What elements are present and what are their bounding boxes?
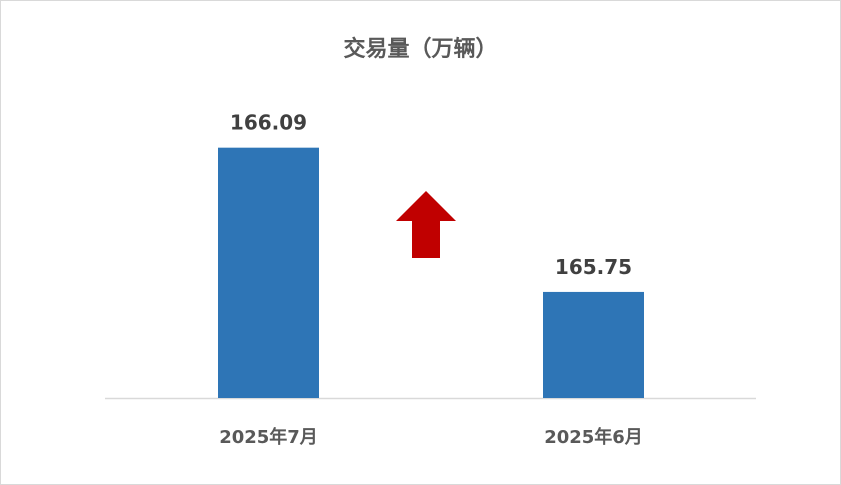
x-tick-label: 2025年7月 [219,426,318,448]
chart-title: 交易量（万辆） [343,37,498,62]
up-arrow-icon [396,191,456,258]
bar [543,291,644,398]
x-tick-label: 2025年6月 [544,426,643,448]
data-label: 165.75 [555,255,632,279]
bar [218,147,319,398]
data-label: 166.09 [230,111,307,135]
